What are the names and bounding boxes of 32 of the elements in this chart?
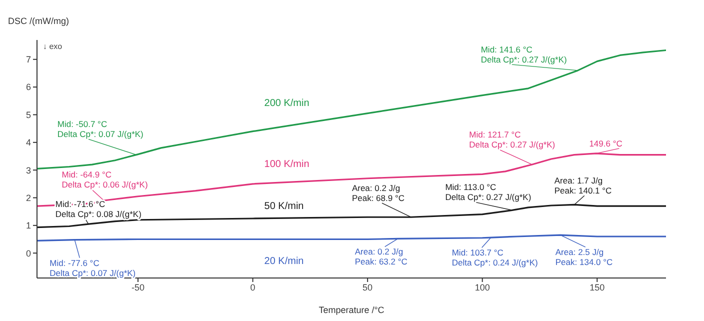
- annotation: Mid: -64.9 °C Delta Cp*: 0.06 J/(g*K): [62, 170, 148, 190]
- y-axis-title: DSC /(mW/mg): [8, 16, 69, 26]
- series-label: 50 K/min: [264, 201, 304, 212]
- y-tick-label: 1: [26, 220, 31, 231]
- annotation: Mid: 141.6 °C Delta Cp*: 0.27 J/(g*K): [480, 44, 567, 64]
- y-tick-label: 4: [26, 138, 31, 148]
- annotation: 149.6 °C: [589, 138, 622, 148]
- x-tick-label: -50: [132, 282, 145, 292]
- series-label: 100 K/min: [264, 158, 310, 170]
- y-tick-label: 6: [26, 82, 31, 92]
- x-tick-label: 50: [362, 282, 373, 292]
- annotation: Area: 0.2 J/g Peak: 68.9 °C: [352, 183, 405, 204]
- y-tick-label: 3: [26, 165, 31, 176]
- y-tick-label: 7: [26, 54, 31, 65]
- series-label: 200 K/min: [264, 98, 310, 110]
- annotation: Mid: -77.6 °C Delta Cp*: 0.07 J/(g*K): [50, 258, 136, 278]
- annotation: Area: 2.5 J/g Peak: 134.0 °C: [555, 247, 613, 268]
- x-tick-label: 0: [250, 282, 256, 292]
- annotation: Mid: -50.7 °C Delta Cp*: 0.07 J/(g*K): [57, 118, 144, 139]
- annotation: Area: 0.2 J/g Peak: 63.2 °C: [354, 246, 408, 267]
- annotation: Mid: 103.7 °C Delta Cp*: 0.24 J/(g*K): [452, 248, 538, 268]
- x-tick-label: 100: [474, 282, 490, 292]
- annotation: Mid: 113.0 °C Delta Cp*: 0.27 J/(g*K): [445, 182, 532, 202]
- y-tick-label: 2: [26, 192, 31, 203]
- y-tick-label: 0: [26, 248, 31, 258]
- x-axis-title: Temperature /°C: [318, 305, 385, 315]
- series-label: 20 K/min: [264, 256, 304, 267]
- annotation: ↓ exo: [43, 42, 63, 51]
- x-tick-label: 150: [590, 282, 605, 292]
- annotation: Area: 1.7 J/g Peak: 140.1 °C: [554, 176, 612, 196]
- y-tick-label: 5: [26, 110, 31, 120]
- annotation: Mid: 121.7 °C Delta Cp*: 0.27 J/(g*K): [469, 130, 556, 150]
